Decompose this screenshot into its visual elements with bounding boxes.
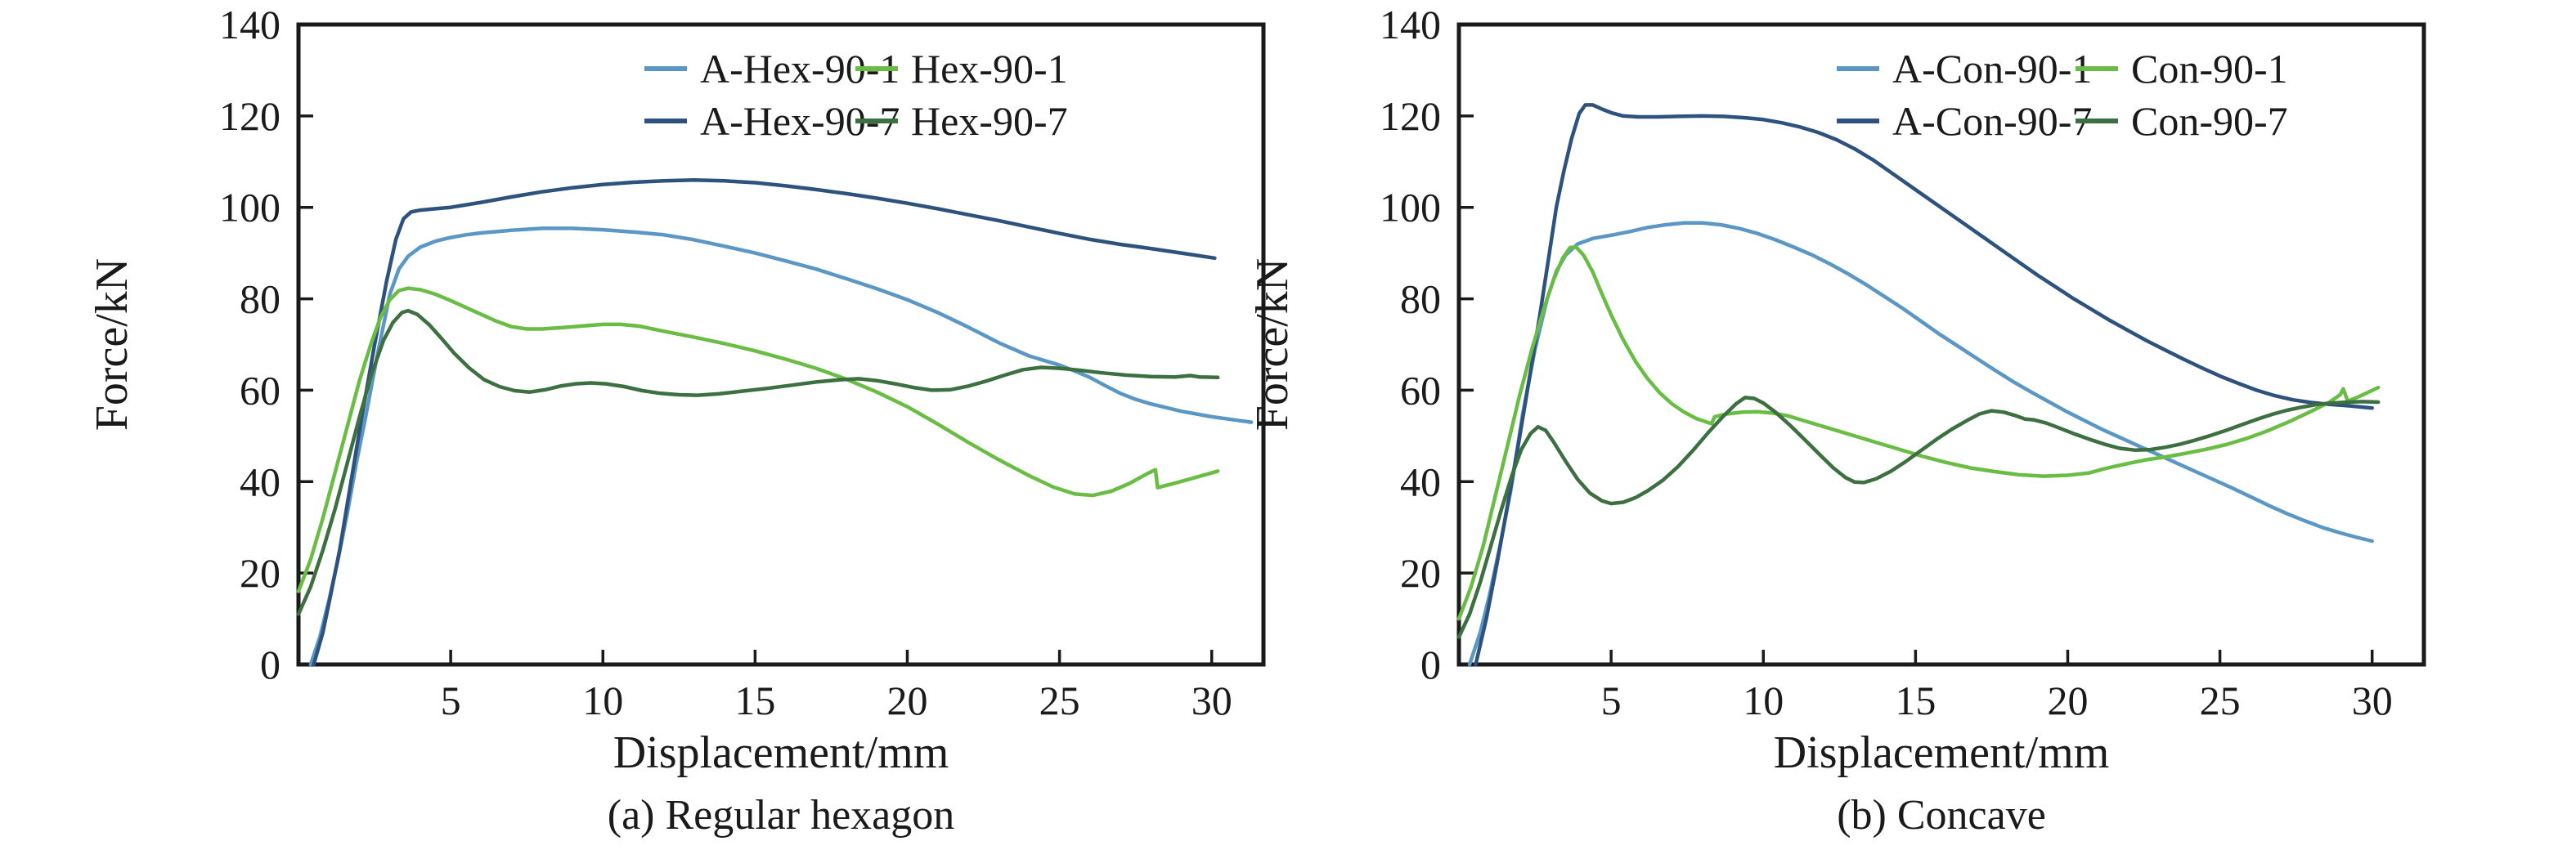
- legend-label: A-Con-90-1: [1892, 46, 2092, 92]
- legend-label: Con-90-1: [2131, 46, 2288, 92]
- y-tick-label: 120: [1380, 93, 1441, 139]
- y-tick-label: 80: [1400, 276, 1441, 322]
- x-tick-label: 10: [582, 678, 623, 723]
- series-line-a-con-90-7: [1474, 103, 2374, 667]
- x-tick-label: 15: [1895, 678, 1936, 723]
- chart-caption: (b) Concave: [1837, 792, 2046, 839]
- x-axis-label: Displacement/mm: [1774, 727, 2110, 778]
- legend-label: A-Con-90-7: [1892, 98, 2092, 144]
- y-tick-label: 0: [1420, 642, 1441, 687]
- x-tick-label: 30: [1192, 678, 1232, 723]
- legend-label: Con-90-7: [2131, 98, 2288, 144]
- plot-frame: [296, 22, 1266, 667]
- series-line-a-hex-90-7: [312, 177, 1217, 667]
- y-tick-label: 120: [219, 93, 280, 139]
- legend-item: A-Con-90-7: [1837, 98, 2092, 144]
- chart-a: 5 10 15 20 25 30020406080100120140A-Hex-90-1A…: [87, 2, 1266, 839]
- series-line-a-con-90-1: [1467, 221, 2374, 667]
- legend-label: Hex-90-7: [911, 98, 1068, 144]
- y-axis-label: Force/kN: [1247, 258, 1298, 432]
- series-line-a-hex-90-1: [308, 226, 1254, 667]
- legend-item: Con-90-1: [2076, 46, 2288, 92]
- legend-item: Con-90-7: [2076, 98, 2288, 144]
- x-tick-label: 25: [1039, 678, 1080, 723]
- legend-item: Hex-90-1: [855, 46, 1068, 92]
- legend-item: A-Con-90-1: [1837, 46, 2092, 92]
- x-tick-label: 10: [1743, 678, 1784, 723]
- chart-b: 5 10 15 20 25 30020406080100120140A-Con-90-1A…: [1247, 2, 2426, 839]
- y-tick-label: 80: [240, 276, 280, 322]
- y-axis-label: Force/kN: [87, 258, 137, 432]
- x-tick-label: 5: [441, 678, 461, 723]
- y-tick-label: 20: [240, 550, 280, 596]
- y-tick-label: 60: [240, 367, 280, 413]
- y-tick-label: 140: [219, 2, 280, 47]
- x-tick-label: 25: [2200, 678, 2241, 723]
- y-tick-label: 40: [1400, 459, 1441, 504]
- x-tick-label: 30: [2352, 678, 2393, 723]
- plot-frame: [1456, 22, 2426, 667]
- series-line-con-90-1: [1456, 245, 2381, 621]
- series-line-hex-90-1: [296, 286, 1220, 593]
- y-tick-label: 0: [260, 642, 280, 687]
- y-tick-label: 100: [1380, 185, 1441, 230]
- series-line-con-90-7: [1456, 396, 2381, 639]
- x-tick-label: 5: [1601, 678, 1622, 723]
- x-tick-label: 20: [2047, 678, 2088, 723]
- y-tick-label: 40: [240, 459, 280, 504]
- x-axis-label: Displacement/mm: [613, 727, 949, 778]
- legend: A-Con-90-1 A-Con-90-7 Con-90-1 Con-90-7: [1837, 46, 2288, 144]
- y-tick-label: 100: [219, 185, 280, 230]
- legend-label: Hex-90-1: [911, 46, 1068, 92]
- x-tick-label: 20: [886, 678, 927, 723]
- series-line-hex-90-7: [296, 308, 1220, 616]
- y-tick-label: 60: [1400, 367, 1441, 413]
- legend-item: Hex-90-7: [855, 98, 1068, 144]
- chart-caption: (a) Regular hexagon: [608, 792, 954, 839]
- y-tick-label: 20: [1400, 550, 1441, 596]
- y-tick-label: 140: [1380, 2, 1441, 47]
- x-tick-label: 15: [734, 678, 775, 723]
